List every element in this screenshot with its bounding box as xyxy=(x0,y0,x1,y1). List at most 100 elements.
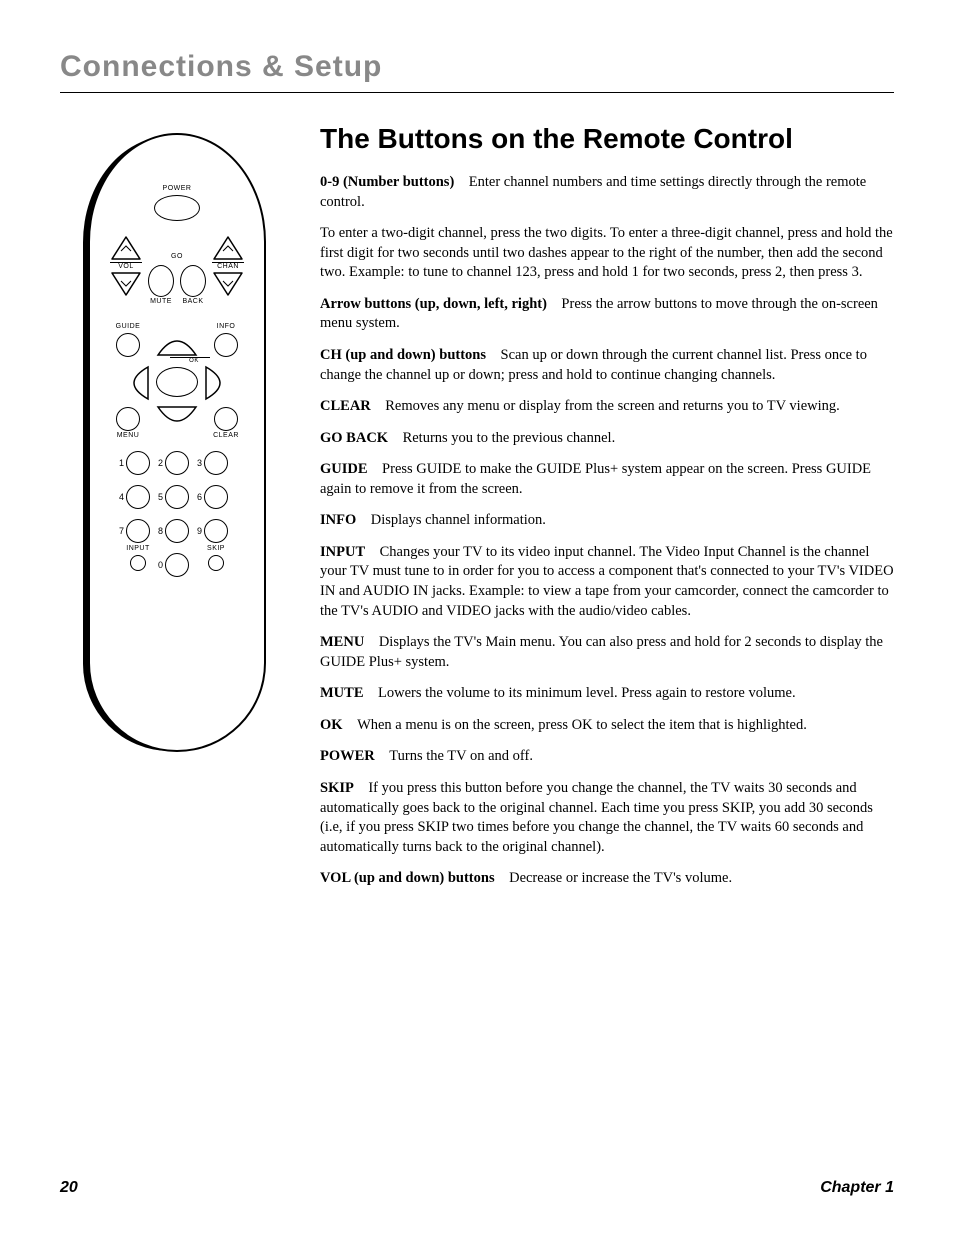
entry-label: POWER xyxy=(320,748,375,764)
section-title: The Buttons on the Remote Control xyxy=(320,123,894,155)
mute-button-icon xyxy=(148,265,174,297)
entry-label: INPUT xyxy=(320,544,365,560)
entry-text: To enter a two-digit channel, press the … xyxy=(320,225,893,280)
input-label: INPUT xyxy=(126,545,150,552)
entry-label: Arrow buttons (up, down, left, right) xyxy=(320,296,547,312)
num-2-label: 2 xyxy=(158,458,165,468)
num-9-icon xyxy=(204,519,228,543)
guide-label: GUIDE xyxy=(116,323,141,330)
entry-text: Lowers the volume to its minimum level. … xyxy=(378,685,796,701)
entry-text: When a menu is on the screen, press OK t… xyxy=(357,717,807,733)
num-4-label: 4 xyxy=(119,492,126,502)
num-9-label: 9 xyxy=(197,526,204,536)
entry-label: VOL (up and down) buttons xyxy=(320,870,495,886)
chan-down-icon xyxy=(212,271,244,297)
entry-text: Returns you to the previous channel. xyxy=(403,430,616,446)
power-button-icon xyxy=(154,195,200,221)
definition-entry: CLEAR Removes any menu or display from t… xyxy=(320,397,894,417)
num-3-icon xyxy=(204,451,228,475)
info-label: INFO xyxy=(217,323,236,330)
num-6-label: 6 xyxy=(197,492,204,502)
input-button-icon xyxy=(130,555,146,571)
vol-down-icon xyxy=(110,271,142,297)
entry-text: Displays channel information. xyxy=(371,512,546,528)
definition-entry: MENU Displays the TV's Main menu. You ca… xyxy=(320,633,894,672)
entry-label: MUTE xyxy=(320,685,364,701)
entry-label: GUIDE xyxy=(320,461,368,477)
num-0-label: 0 xyxy=(158,560,165,570)
definition-entry: 0-9 (Number buttons) Enter channel numbe… xyxy=(320,173,894,212)
definition-entry: GO BACK Returns you to the previous chan… xyxy=(320,429,894,449)
entry-text: Turns the TV on and off. xyxy=(389,748,533,764)
definition-entry: MUTE Lowers the volume to its minimum le… xyxy=(320,684,894,704)
definition-entry: GUIDE Press GUIDE to make the GUIDE Plus… xyxy=(320,460,894,499)
page: Connections & Setup POWER VOL CHAN xyxy=(0,0,954,1235)
definition-entry: OK When a menu is on the screen, press O… xyxy=(320,716,894,736)
remote-body: POWER VOL CHAN GO xyxy=(88,133,266,752)
entry-label: CH (up and down) buttons xyxy=(320,347,486,363)
entry-label: INFO xyxy=(320,512,356,528)
arrow-up-icon xyxy=(154,333,200,357)
chan-label: CHAN xyxy=(217,263,239,270)
guide-button-icon xyxy=(116,333,140,357)
definition-entry: INPUT Changes your TV to its video input… xyxy=(320,543,894,621)
entry-text: If you press this button before you chan… xyxy=(320,780,873,855)
num-7-label: 7 xyxy=(119,526,126,536)
entry-text: Displays the TV's Main menu. You can als… xyxy=(320,634,883,670)
num-2-icon xyxy=(165,451,189,475)
num-8-label: 8 xyxy=(158,526,165,536)
entries-container: 0-9 (Number buttons) Enter channel numbe… xyxy=(320,173,894,889)
text-column: The Buttons on the Remote Control 0-9 (N… xyxy=(320,123,894,901)
num-1-label: 1 xyxy=(119,458,126,468)
definition-entry: SKIP If you press this button before you… xyxy=(320,779,894,857)
chan-up-icon xyxy=(212,235,244,261)
ok-button-icon xyxy=(156,367,198,397)
vol-label: VOL xyxy=(118,263,134,270)
remote-column: POWER VOL CHAN GO xyxy=(60,123,290,901)
page-number: 20 xyxy=(60,1179,78,1197)
entry-label: CLEAR xyxy=(320,398,371,414)
num-5-icon xyxy=(165,485,189,509)
num-7-icon xyxy=(126,519,150,543)
entry-label: OK xyxy=(320,717,343,733)
footer: 20 Chapter 1 xyxy=(60,1179,894,1197)
entry-label: GO BACK xyxy=(320,430,388,446)
skip-label: SKIP xyxy=(207,545,225,552)
definition-entry: To enter a two-digit channel, press the … xyxy=(320,224,894,283)
definition-entry: Arrow buttons (up, down, left, right) Pr… xyxy=(320,295,894,334)
skip-button-icon xyxy=(208,555,224,571)
num-3-label: 3 xyxy=(197,458,204,468)
go-label: GO xyxy=(171,253,183,260)
entry-text: Decrease or increase the TV's volume. xyxy=(509,870,732,886)
arrow-right-icon xyxy=(204,363,228,403)
remote-control-figure: POWER VOL CHAN GO xyxy=(80,133,270,753)
content-row: POWER VOL CHAN GO xyxy=(60,123,894,901)
num-8-icon xyxy=(165,519,189,543)
menu-button-icon xyxy=(116,407,140,431)
chapter-header: Connections & Setup xyxy=(60,50,894,84)
definition-entry: POWER Turns the TV on and off. xyxy=(320,747,894,767)
entry-label: MENU xyxy=(320,634,364,650)
definition-entry: INFO Displays channel information. xyxy=(320,511,894,531)
back-button-icon xyxy=(180,265,206,297)
ok-label: OK xyxy=(189,358,199,364)
clear-button-icon xyxy=(214,407,238,431)
num-0-icon xyxy=(165,553,189,577)
entry-text: Press GUIDE to make the GUIDE Plus+ syst… xyxy=(320,461,871,497)
power-label: POWER xyxy=(163,185,192,192)
entry-label: SKIP xyxy=(320,780,354,796)
arrow-down-icon xyxy=(154,405,200,429)
menu-label: MENU xyxy=(117,432,140,439)
definition-entry: CH (up and down) buttons Scan up or down… xyxy=(320,346,894,385)
num-6-icon xyxy=(204,485,228,509)
back-label: BACK xyxy=(182,298,203,305)
arrow-left-icon xyxy=(126,363,150,403)
entry-text: Removes any menu or display from the scr… xyxy=(385,398,840,414)
vol-up-icon xyxy=(110,235,142,261)
info-button-icon xyxy=(214,333,238,357)
header-rule xyxy=(60,92,894,93)
mute-label: MUTE xyxy=(150,298,172,305)
num-5-label: 5 xyxy=(158,492,165,502)
definition-entry: VOL (up and down) buttons Decrease or in… xyxy=(320,869,894,889)
chapter-label: Chapter 1 xyxy=(820,1179,894,1197)
